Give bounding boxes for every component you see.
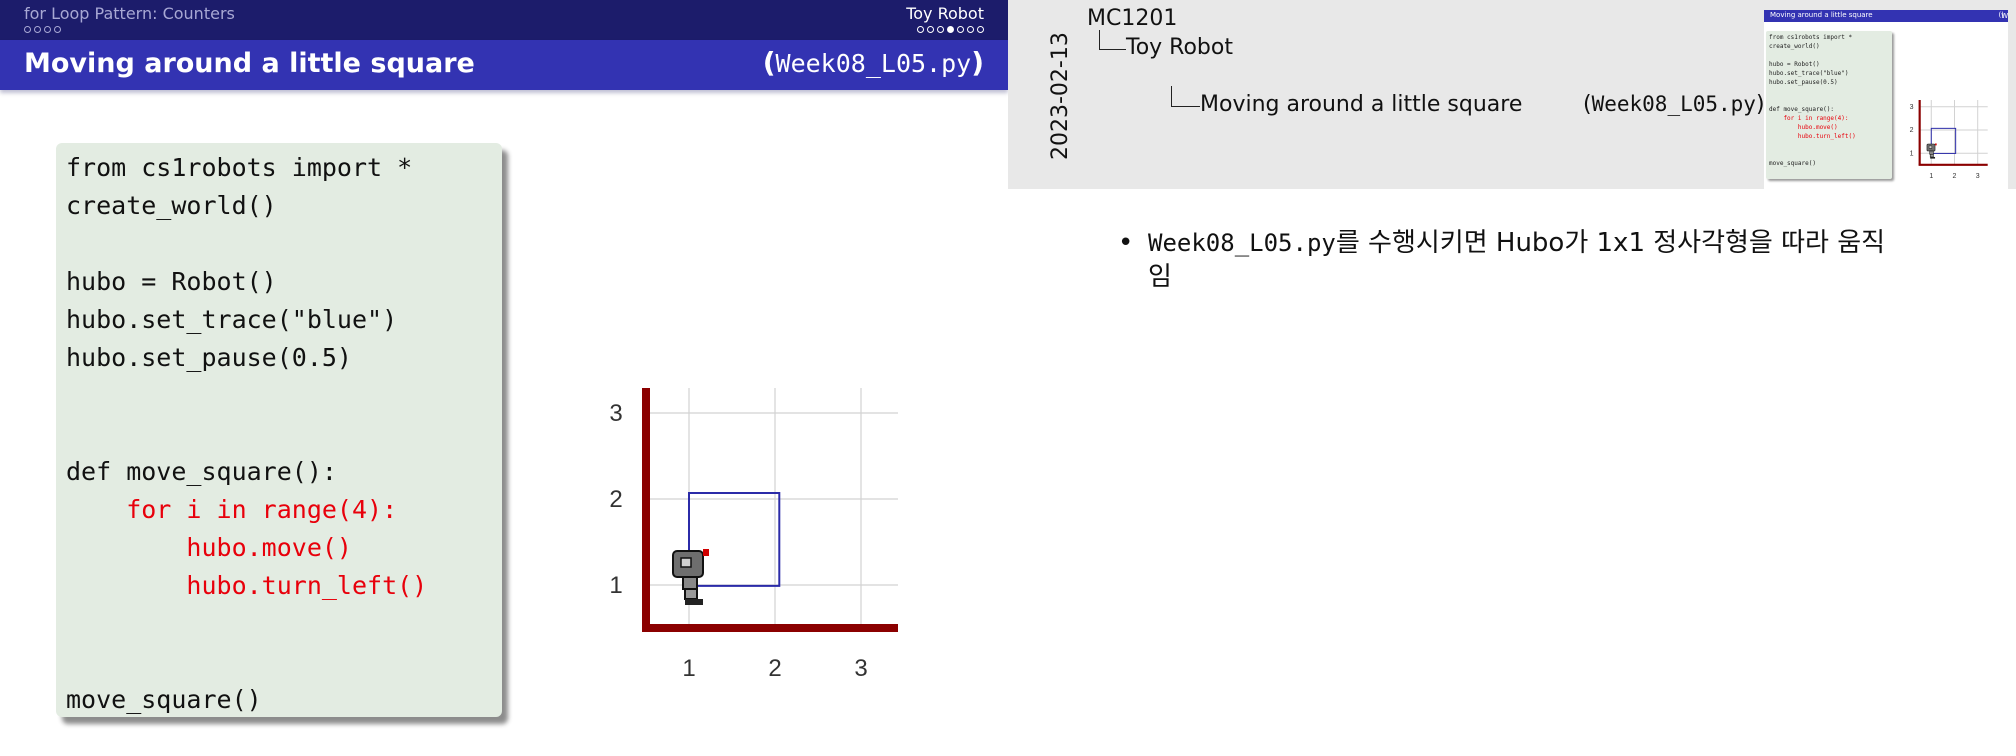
frame-title: Moving around a little square — [24, 48, 475, 79]
x-tick-label: 2 — [768, 655, 781, 682]
thumbnail-code: from cs1robots import * create_world() h… — [1769, 33, 1856, 168]
nav-dot — [927, 26, 934, 33]
y-tick-label: 2 — [1910, 127, 1914, 134]
subsection-title: Toy Robot — [906, 4, 984, 23]
robot-antenna — [703, 549, 709, 556]
code-line: for i in range(4): — [1769, 115, 1849, 122]
robot-body — [1929, 150, 1934, 155]
bullet-file: Week08_L05.py — [1148, 229, 1336, 257]
code-line: hubo = Robot() — [66, 267, 277, 296]
x-tick-label: 2 — [1953, 173, 1957, 180]
notes-date: 2023-02-13 — [1048, 32, 1073, 160]
nav-dot — [34, 26, 41, 33]
code-line: def move_square(): — [66, 457, 337, 486]
robot-eye — [1928, 145, 1933, 149]
robot-leg — [1929, 154, 1934, 158]
y-tick-label: 1 — [1910, 150, 1914, 157]
nav-dot — [54, 26, 61, 33]
x-tick-label: 1 — [1929, 173, 1933, 180]
slide-preview: for Loop Pattern: Counters Toy Robot Mov… — [0, 0, 1008, 717]
notes-section: Toy Robot — [1126, 35, 1233, 60]
nav-dot — [957, 26, 964, 33]
code-line — [66, 225, 427, 263]
code-line: hubo.set_pause(0.5) — [66, 343, 352, 372]
section-nav-dots — [24, 26, 61, 33]
code-line — [66, 377, 427, 415]
robot-antenna — [1935, 143, 1937, 146]
robot-eye — [680, 557, 692, 568]
code-line — [66, 605, 427, 643]
nav-dot-current — [947, 26, 954, 33]
robot-icon — [1926, 143, 1937, 159]
file-label-name: Week08_L05.py — [775, 49, 972, 78]
robot-body — [682, 576, 698, 590]
code-line: move_square() — [1769, 160, 1816, 167]
y-tick-label: 2 — [609, 486, 622, 513]
y-tick-label: 3 — [609, 400, 622, 427]
code-block: from cs1robots import * create_world() hu… — [56, 143, 502, 717]
robot-icon — [672, 549, 709, 605]
code-line: create_world() — [1769, 43, 1820, 50]
x-tick-label: 3 — [854, 655, 867, 682]
code-line — [66, 415, 427, 453]
bullet-text: Week08_L05.py를 수행시키면 Hubo가 1x1 정사각형을 따라 … — [1148, 226, 1908, 294]
trace-path — [688, 492, 781, 587]
code-line: from cs1robots import * — [66, 153, 413, 182]
code-line: hubo = Robot() — [1769, 61, 1820, 68]
robot-leg — [684, 588, 698, 600]
nav-dot — [917, 26, 924, 33]
y-tick-label: 3 — [1910, 104, 1914, 111]
code-line — [1769, 97, 1773, 104]
code-listing: from cs1robots import * create_world() hu… — [66, 149, 427, 719]
code-line: from cs1robots import * — [1769, 34, 1853, 41]
nav-dot — [967, 26, 974, 33]
code-line: create_world() — [66, 191, 277, 220]
trace-path — [1930, 127, 1957, 154]
thumbnail-world-grid: 1 2 3 1 2 3 — [1910, 100, 1988, 180]
notes-frame-title: Moving around a little square — [1200, 92, 1523, 117]
code-line: hubo.turn_left() — [1769, 133, 1856, 140]
robot-foot — [1930, 156, 1936, 159]
notes-file-label: (Week08_L05.py) — [1583, 92, 1765, 117]
section-title: for Loop Pattern: Counters — [24, 4, 235, 23]
code-line — [1769, 88, 1773, 95]
code-line — [1769, 142, 1773, 149]
code-line: hubo.move() — [66, 533, 352, 562]
thumbnail-file: (Week08_L05.py) — [1998, 11, 2008, 20]
x-tick-label: 1 — [682, 655, 695, 682]
robot-world-grid: 1 2 3 1 2 3 — [609, 388, 898, 682]
slide-header-bar: for Loop Pattern: Counters Toy Robot — [0, 0, 1008, 40]
x-tick-label: 3 — [1976, 173, 1980, 180]
code-line: def move_square(): — [1769, 106, 1835, 113]
thumbnail-title: Moving around a little square — [1770, 11, 1873, 19]
file-label: (Week08_L05.py) — [762, 46, 984, 79]
nav-dot — [24, 26, 31, 33]
code-line — [1769, 151, 1773, 158]
code-line: hubo.set_trace("blue") — [66, 305, 398, 334]
nav-dot — [977, 26, 984, 33]
slide-thumbnail: Moving around a little square (Week08_L0… — [1764, 10, 2008, 189]
code-line: for i in range(4): — [66, 495, 398, 524]
thumbnail-code-block: from cs1robots import * create_world() h… — [1766, 31, 1892, 179]
code-line: hubo.turn_left() — [66, 571, 428, 600]
code-line: move_square() — [66, 685, 262, 714]
frame-title-bar: Moving around a little square (Week08_L0… — [0, 40, 1008, 90]
tree-connector — [1171, 86, 1200, 107]
nav-dot — [44, 26, 51, 33]
bullet-marker: • — [1118, 228, 1134, 258]
nav-dot — [937, 26, 944, 33]
code-line: hubo.set_pause(0.5) — [1769, 79, 1838, 86]
subsection-nav-dots — [917, 26, 984, 33]
bullet-body: 를 수행시키면 Hubo가 1x1 정사각형을 따라 움직임 — [1148, 228, 1886, 292]
y-tick-label: 1 — [609, 572, 622, 599]
tree-connector — [1099, 30, 1126, 50]
code-line: hubo.set_trace("blue") — [1769, 70, 1849, 77]
notes-course: MC1201 — [1087, 6, 1178, 31]
robot-foot — [685, 599, 703, 605]
code-line — [66, 643, 427, 681]
thumbnail-title-bar: Moving around a little square (Week08_L0… — [1764, 10, 2008, 22]
code-line — [1769, 52, 1773, 59]
code-line: hubo.move() — [1769, 124, 1838, 131]
